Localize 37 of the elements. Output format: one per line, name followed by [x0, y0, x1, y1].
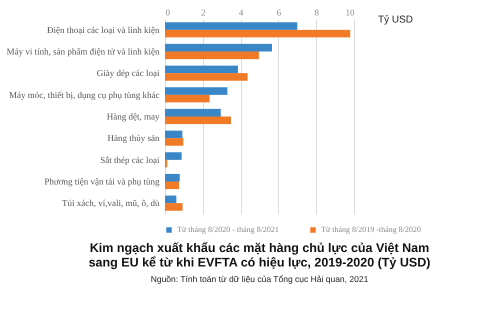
y-tick-label: Máy vi tính, sản phẩm điện tử và linh kiện — [6, 46, 160, 56]
bar — [165, 30, 350, 38]
y-tick-label: Hàng dệt, may — [106, 112, 160, 122]
x-tick-label: 2 — [201, 8, 206, 18]
bar — [165, 174, 180, 182]
bar — [165, 203, 183, 211]
bar — [165, 108, 221, 116]
bar — [165, 44, 272, 52]
legend-label: Từ tháng 8/2020 - tháng 8/2021 — [177, 225, 279, 234]
bar — [165, 196, 176, 204]
bar — [165, 116, 231, 124]
bar — [165, 182, 179, 190]
y-tick-label: Máy móc, thiết bị, dụng cụ phụ tùng khác — [9, 90, 160, 100]
y-tick-label: Hàng thủy sản — [108, 133, 160, 144]
bar — [165, 94, 210, 102]
text: Nguồn: Tính toán từ dữ liệu của Tổng cục Hải quan, 2021 — [150, 274, 369, 284]
bar — [165, 22, 298, 30]
bar — [165, 66, 238, 74]
y-tick-label: Điện thoại các loại và linh kiện — [47, 24, 160, 35]
y-tick-label: Giày dép các loại — [96, 68, 160, 78]
text: Kim ngạch xuất khẩu các mặt hàng chủ lực của Việt Nam sang EU kể từ khi EVFTA có hiệu lực, 2019-2020 (Tỷ USD) — [88, 241, 430, 270]
x-tick-label: 6 — [276, 8, 282, 18]
y-tick-label: Sắt thép các loại — [100, 154, 160, 165]
x-tick-label: 8 — [314, 8, 320, 18]
bar — [165, 52, 259, 60]
y-tick-label: Túi xách, ví,vali, mũ, ô, dù — [62, 198, 160, 208]
x-tick-label: 0 — [166, 8, 170, 18]
bar — [165, 73, 248, 81]
y-tick-label: Phương tiện vận tải và phụ tùng — [44, 176, 160, 186]
bar — [165, 152, 182, 160]
x-tick-label: 10 — [346, 8, 355, 18]
bar — [165, 138, 184, 146]
bar — [165, 130, 182, 138]
bar — [165, 87, 228, 95]
legend-label: Từ tháng 8/2019 -tháng 8/2020 — [321, 225, 421, 234]
x-tick-label: 4 — [238, 8, 244, 18]
x-axis-title: Tỷ USD — [378, 14, 413, 26]
